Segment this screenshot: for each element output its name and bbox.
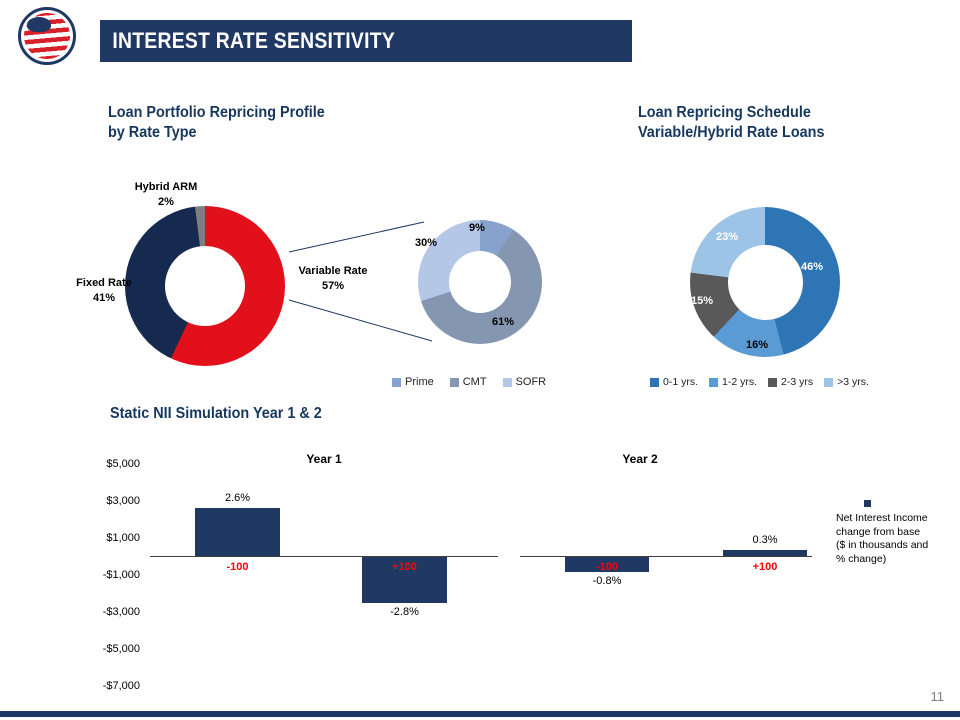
slide-title: INTEREST RATE SENSITIVITY: [112, 28, 396, 53]
category-label-minus100: -100: [595, 561, 619, 573]
y-tick: $3,000: [106, 495, 140, 507]
y-tick: -$7,000: [102, 680, 140, 692]
hybrid-arm-pct: 2%: [158, 196, 174, 208]
swatch-1-2yrs-icon: [709, 377, 719, 387]
prime-pct-label: 9%: [469, 222, 485, 234]
page-number: 11: [930, 689, 945, 704]
y-tick: -$1,000: [102, 569, 140, 581]
bar-year2-minus100: [565, 556, 649, 573]
fixed-rate-pct: 41%: [92, 292, 116, 304]
bank-logo: [18, 7, 76, 65]
left-chart-title-line2: by Rate Type: [108, 124, 197, 141]
nii-y-axis: $5,000 $3,000 $1,000 -$1,000 -$3,000 -$5…: [88, 458, 140, 692]
y-tick: -$3,000: [102, 606, 140, 618]
nii-chart-year1: Year 1 -100 +100 2.6% -2.8%: [150, 452, 498, 686]
bar-year2-plus100: [723, 550, 807, 557]
schedule-1-2yr-pct: 16%: [745, 339, 769, 351]
swatch-0-1yrs-icon: [650, 377, 659, 387]
variable-breakdown-legend: Prime CMT SOFR: [392, 376, 546, 388]
legend-item-gt3yrs: >3 yrs.: [824, 376, 869, 388]
nii-legend: Net Interest Income change from base ($ …: [836, 500, 932, 567]
cmt-swatch-icon: [449, 377, 459, 387]
y-tick: -$5,000: [102, 643, 140, 655]
hybrid-arm-label: Hybrid ARM: [134, 181, 198, 193]
left-chart-title: Loan Portfolio Repricing Profile by Rate…: [108, 103, 325, 143]
legend-label-1-2yrs: 1-2 yrs.: [722, 376, 758, 388]
category-label-plus100: +100: [752, 561, 778, 573]
bar-value-label: 0.3%: [752, 534, 778, 547]
variable-rate-label: Variable Rate: [298, 265, 368, 277]
bar-value-label: -0.8%: [592, 575, 622, 588]
nii-chart-year2: Year 2 -100 +100 -0.8% 0.3%: [520, 452, 812, 686]
nii-series-swatch-icon: [864, 500, 871, 507]
swatch-2-3yrs-icon: [768, 377, 778, 387]
schedule-2-3yr-pct: 15%: [690, 295, 714, 307]
bar-year1-minus100: [195, 508, 280, 557]
year2-chart-title: Year 2: [622, 452, 658, 466]
bar-year1-plus100: [362, 556, 447, 603]
fixed-rate-label: Fixed Rate: [76, 277, 132, 289]
legend-item-sofr: SOFR: [502, 376, 547, 388]
legend-label-prime: Prime: [405, 376, 434, 388]
title-banner: INTEREST RATE SENSITIVITY: [100, 20, 632, 62]
flag-canton-icon: [27, 17, 51, 32]
legend-label-gt3yrs: >3 yrs.: [837, 376, 869, 388]
legend-item-2-3yrs: 2-3 yrs: [768, 376, 813, 388]
right-chart-title-line1: Loan Repricing Schedule: [638, 104, 811, 121]
year1-chart-title: Year 1: [306, 452, 342, 466]
variable-rate-breakdown-donut-chart: [418, 220, 542, 344]
legend-item-1-2yrs: 1-2 yrs.: [709, 376, 757, 388]
repricing-schedule-legend: 0-1 yrs. 1-2 yrs. 2-3 yrs >3 yrs.: [650, 376, 869, 388]
repricing-profile-donut-chart: [125, 206, 285, 366]
legend-item-cmt: CMT: [449, 376, 487, 388]
nii-section-title: Static NII Simulation Year 1 & 2: [110, 405, 322, 422]
repricing-schedule-donut-chart: [690, 207, 840, 357]
left-chart-title-line1: Loan Portfolio Repricing Profile: [108, 104, 325, 121]
legend-item-0-1yrs: 0-1 yrs.: [650, 376, 698, 388]
legend-item-prime: Prime: [392, 376, 434, 388]
sofr-swatch-icon: [502, 377, 512, 387]
footer-divider: [0, 711, 960, 717]
schedule-gt3yr-pct: 23%: [715, 231, 739, 243]
right-chart-title: Loan Repricing Schedule Variable/Hybrid …: [638, 103, 824, 143]
schedule-0-1yr-pct: 46%: [800, 261, 824, 273]
legend-label-sofr: SOFR: [515, 376, 547, 388]
category-label-plus100: +100: [392, 561, 417, 573]
bar-value-label: 2.6%: [224, 492, 251, 505]
category-label-minus100: -100: [226, 561, 249, 573]
sofr-pct-label: 30%: [414, 237, 438, 249]
y-tick: $5,000: [106, 458, 140, 470]
bar-value-label: -2.8%: [390, 605, 419, 618]
x-axis-line: [520, 556, 812, 557]
cmt-pct-label: 61%: [491, 316, 515, 328]
nii-legend-text: Net Interest Income change from base ($ …: [836, 512, 929, 565]
right-chart-title-line2: Variable/Hybrid Rate Loans: [638, 124, 825, 141]
legend-label-cmt: CMT: [462, 376, 487, 388]
swatch-gt3yrs-icon: [824, 377, 834, 387]
variable-rate-pct: 57%: [321, 280, 345, 292]
prime-swatch-icon: [392, 377, 401, 387]
y-tick: $1,000: [106, 532, 140, 544]
legend-label-0-1yrs: 0-1 yrs.: [663, 376, 699, 388]
x-axis-line: [150, 556, 498, 557]
legend-label-2-3yrs: 2-3 yrs: [781, 376, 814, 388]
